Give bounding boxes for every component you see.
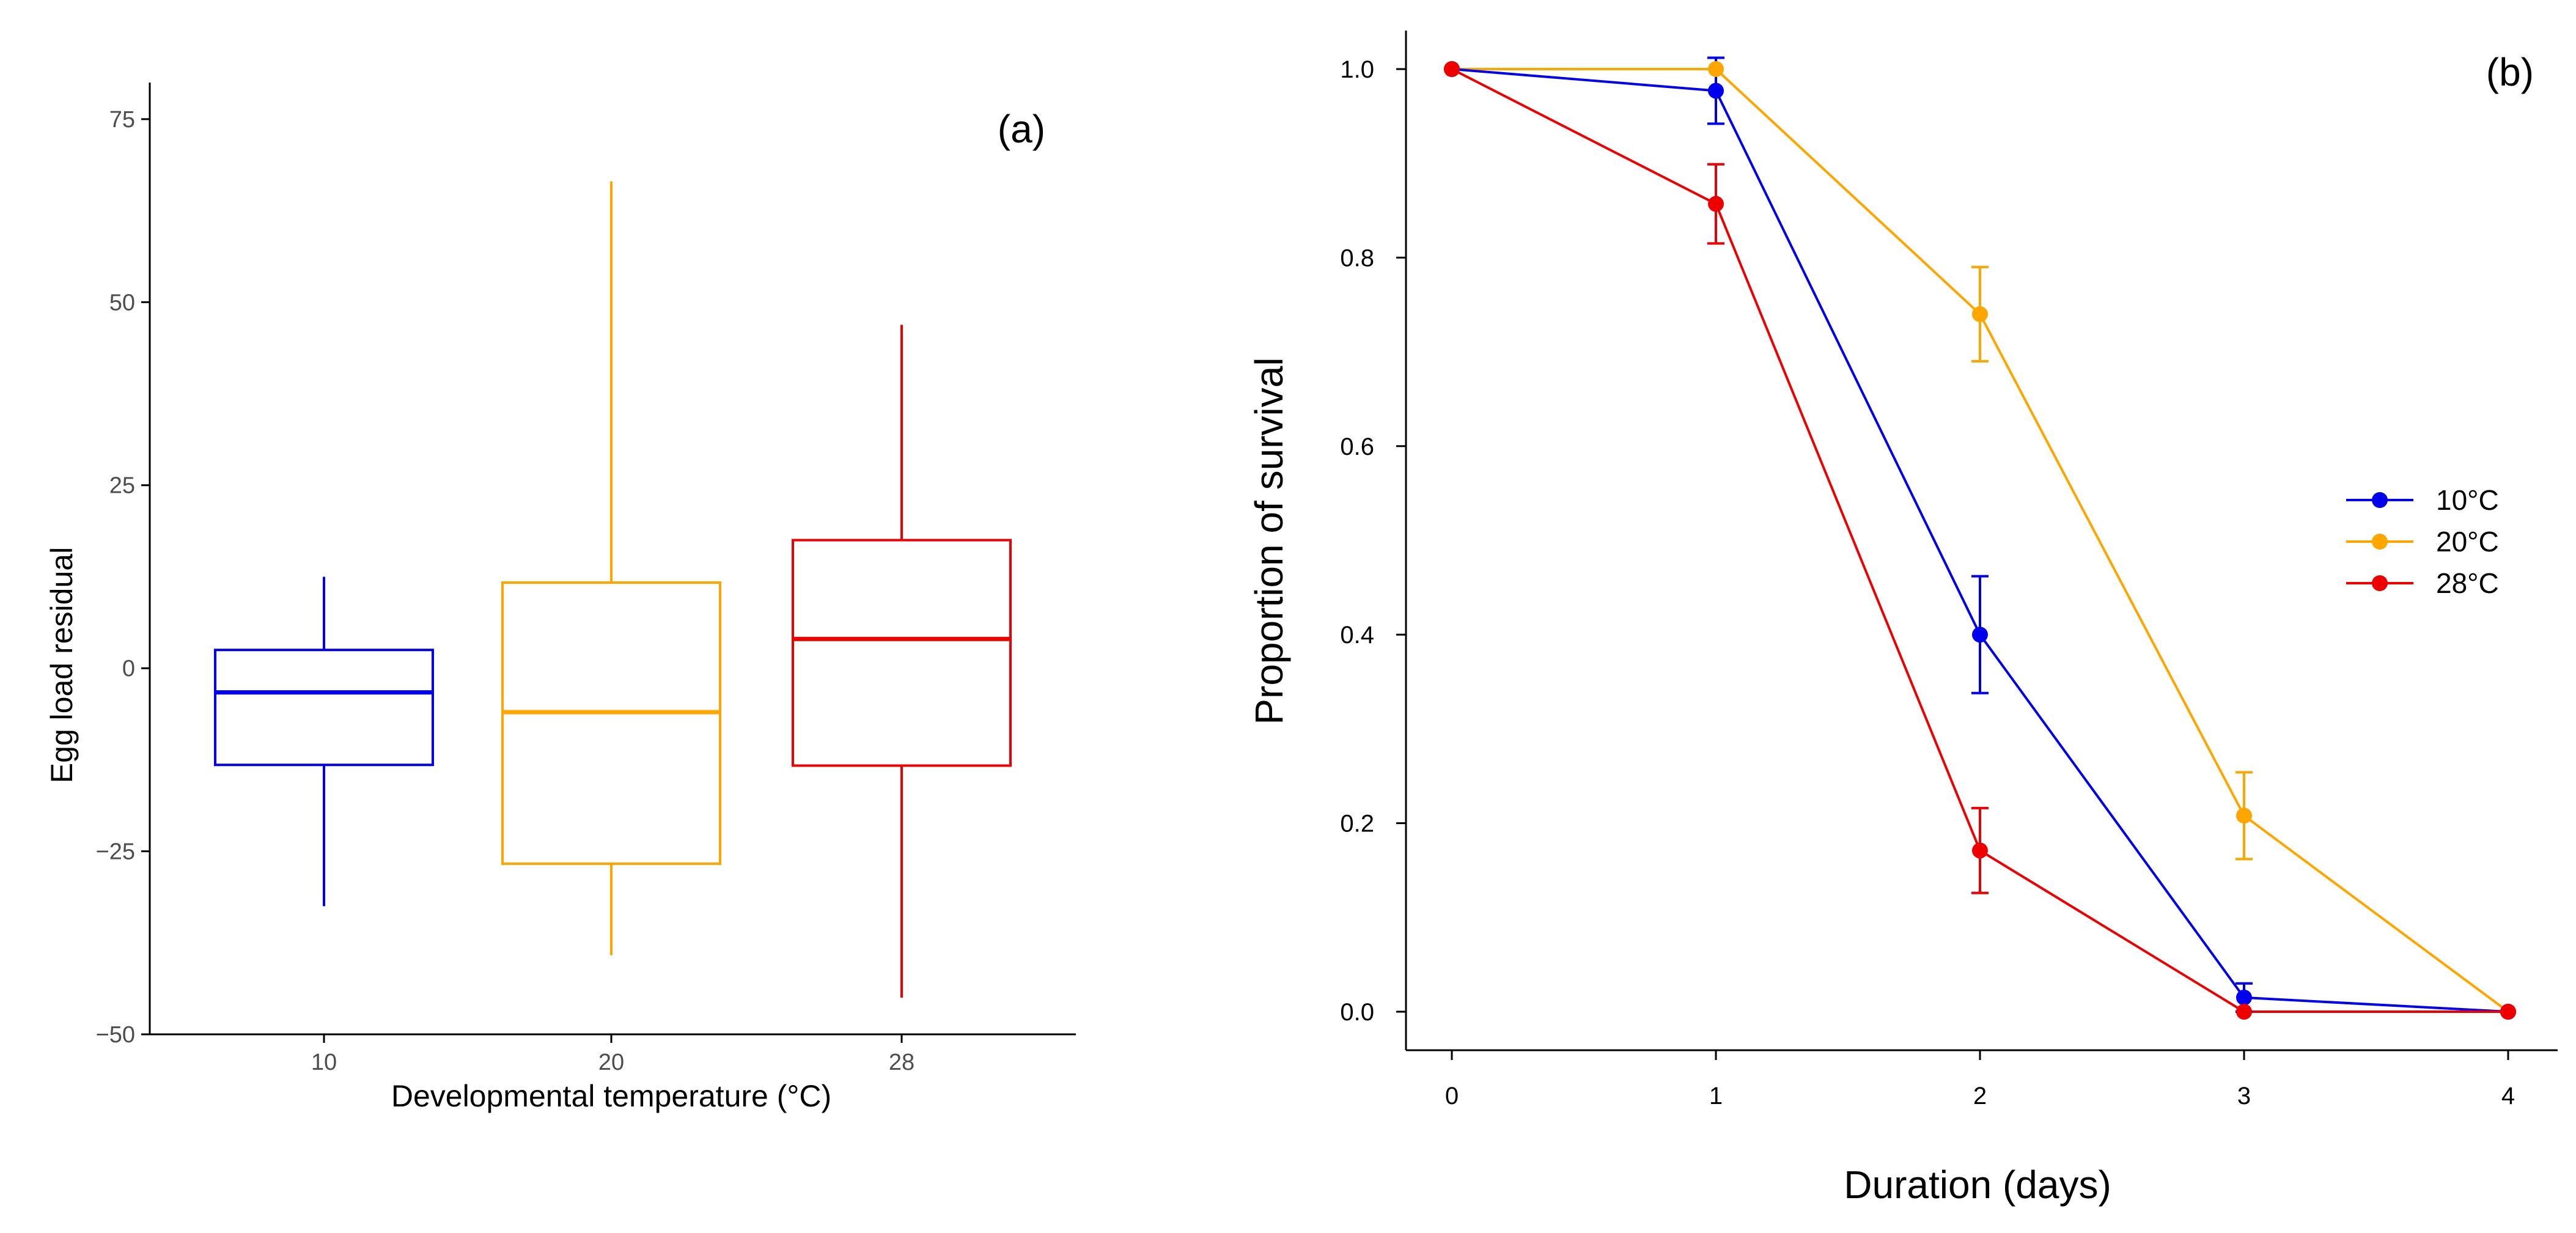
panel-a-x-tick-label: 20 (598, 1050, 624, 1075)
panel-a-label: (a) (998, 107, 1045, 151)
panel-b-x-tick-label: 4 (2501, 1083, 2515, 1110)
panel-b-legend: 10°C 20°C 28°C (2346, 484, 2499, 599)
panel-b-points (1444, 61, 2516, 1020)
legend-key-point (2372, 492, 2388, 508)
data-point-10°C (1708, 83, 1724, 99)
panel-a-y-tick-label: −25 (96, 839, 135, 865)
panel-a-x-tick-label: 10 (311, 1050, 337, 1075)
data-point-28°C (1972, 842, 1988, 859)
legend-label: 10°C (2436, 484, 2499, 516)
panel-b-x-ticks: 0 1 2 3 4 (1445, 1050, 2515, 1110)
panel-b-x-tick-label: 3 (2237, 1083, 2251, 1110)
panel-b-error-bars (1707, 56, 2253, 1013)
box-body (501, 581, 721, 865)
legend-label: 28°C (2436, 567, 2499, 599)
legend-key-point (2372, 534, 2388, 550)
panel-b-y-tick-label: 0.4 (1340, 622, 1374, 649)
box-20 (501, 181, 721, 955)
panel-a-y-ticks: −50 −25 0 25 50 75 (96, 107, 150, 1048)
panel-a-y-tick-label: 75 (109, 107, 135, 133)
legend-item-28°C: 28°C (2346, 567, 2499, 599)
panel-a-y-axis-title: Egg load residual (45, 547, 79, 783)
data-point-28°C (2236, 1004, 2252, 1020)
panel-a-y-tick-label: 25 (109, 473, 135, 499)
panel-b-y-tick-label: 1.0 (1340, 56, 1374, 83)
panel-a-x-tick-label: 28 (889, 1050, 914, 1075)
data-point-28°C (2500, 1004, 2516, 1020)
data-point-28°C (1708, 196, 1724, 212)
box-10 (214, 576, 434, 907)
panel-a-y-tick-label: 50 (109, 290, 135, 315)
legend-label: 20°C (2436, 526, 2499, 558)
panel-a-boxes (214, 181, 1012, 998)
panel-b-y-tick-label: 0.2 (1340, 811, 1374, 837)
legend-key-point (2372, 575, 2388, 591)
panel-b-x-tick-label: 2 (1973, 1083, 1987, 1110)
data-point-10°C (2236, 989, 2252, 1006)
data-point-20°C (1972, 306, 1988, 322)
panel-b-label: (b) (2486, 50, 2534, 94)
panel-b-x-tick-label: 0 (1445, 1083, 1459, 1110)
box-body (792, 539, 1012, 767)
data-point-20°C (2236, 808, 2252, 824)
panel-b-x-tick-label: 1 (1709, 1083, 1723, 1110)
panel-a-x-ticks: 10 20 28 (311, 1034, 914, 1075)
data-point-28°C (1444, 61, 1460, 77)
panel-b-y-ticks: 0.0 0.2 0.4 0.6 0.8 1.0 (1340, 56, 1406, 1026)
panel-a-y-tick-label: 0 (122, 656, 135, 682)
panel-b-y-tick-label: 0.6 (1340, 433, 1374, 460)
legend-item-20°C: 20°C (2346, 526, 2499, 558)
panel-b-line-chart: 0.0 0.2 0.4 0.6 0.8 1.0 0 1 2 3 4 Duration (days)… (1247, 31, 2558, 1207)
box-body (214, 649, 434, 767)
panel-b-x-axis-title: Duration (days) (1844, 1163, 2111, 1207)
panel-b-y-tick-label: 0.8 (1340, 245, 1374, 271)
panel-b-y-axis-title: Proportion of survival (1247, 357, 1291, 724)
panel-b-y-tick-label: 0.0 (1340, 999, 1374, 1026)
data-point-10°C (1972, 627, 1988, 643)
panel-a-y-tick-label: −50 (96, 1022, 135, 1048)
data-point-20°C (1708, 61, 1724, 77)
panel-a-x-axis-title: Developmental temperature (°C) (391, 1079, 831, 1113)
box-28 (792, 325, 1012, 998)
panel-a-box-plot: −50 −25 0 25 50 75 10 20 28 Developmental tempe… (45, 83, 1076, 1113)
legend-item-10°C: 10°C (2346, 484, 2499, 516)
